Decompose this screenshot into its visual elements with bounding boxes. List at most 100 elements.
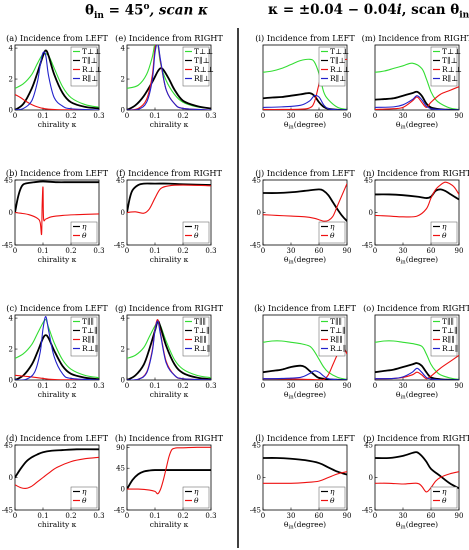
x-axis-label-theta: θ <box>284 390 289 399</box>
y-tick-label: 2 <box>121 346 125 354</box>
x-tick-label: 0.2 <box>177 382 188 390</box>
x-tick-label: 0.1 <box>149 382 160 390</box>
x-axis-label-sub: in <box>288 125 294 131</box>
y-tick-label: 0 <box>257 209 261 217</box>
y-tick-label: 0 <box>369 474 373 482</box>
x-axis-label-sub: in <box>400 260 406 266</box>
y-tick-label: 0 <box>121 209 125 217</box>
panel-title: (c) Incidence from LEFT <box>6 303 108 313</box>
x-tick-label: 0.2 <box>65 247 76 255</box>
x-tick-label: 60 <box>315 247 324 255</box>
x-tick-label: 0 <box>13 247 17 255</box>
x-axis-label: chirality κ <box>38 255 77 264</box>
series-line-R⊥∥ <box>127 320 211 380</box>
legend-label: R⊥∥ <box>330 344 346 353</box>
y-tick-label: 4 <box>121 45 126 53</box>
x-tick-label: 0.3 <box>93 382 104 390</box>
panel-title: (g) Incidence from RIGHT <box>115 303 224 313</box>
x-tick-label: 30 <box>399 112 408 120</box>
header-left-suffix: , scan κ <box>149 2 209 19</box>
series-group <box>15 315 99 380</box>
legend-label: R∥∥ <box>442 335 455 344</box>
series-line-T⊥⊥ <box>263 58 347 110</box>
x-tick-label: 30 <box>399 382 408 390</box>
y-tick-label: 0 <box>121 107 125 115</box>
legend-box <box>430 46 458 87</box>
x-axis-label-unit: (degree) <box>294 390 326 399</box>
x-axis-label-theta: θ <box>284 520 289 529</box>
x-tick-label: 0.1 <box>37 512 48 520</box>
legend-label: θ <box>442 496 447 505</box>
x-axis-label-theta: θ <box>284 255 289 264</box>
y-tick-label: 2 <box>9 346 13 354</box>
plot-frame <box>374 44 460 111</box>
series-line-R∥⊥ <box>15 51 99 110</box>
series-group <box>375 451 459 493</box>
x-tick-label: 90 <box>455 247 464 255</box>
y-tick-label: 0 <box>9 209 13 217</box>
legend-label: R⊥⊥ <box>82 65 102 74</box>
header-right-sub: in <box>459 10 469 21</box>
y-tick-label: 2 <box>121 76 125 84</box>
right-column-header: κ = ±0.04 − 0.04i, scan θin <box>268 2 469 21</box>
series-line-R⊥∥ <box>375 367 459 380</box>
series-line-η <box>375 188 459 201</box>
x-tick-label: 0 <box>125 382 129 390</box>
x-tick-label: 0 <box>373 382 377 390</box>
x-axis-label-unit: (degree) <box>406 520 438 529</box>
series-line-θ <box>263 183 347 222</box>
x-tick-label: 0.2 <box>177 247 188 255</box>
x-tick-label: 0 <box>261 247 265 255</box>
x-tick-label: 30 <box>287 382 296 390</box>
x-tick-label: 0.1 <box>37 382 48 390</box>
series-line-θ <box>15 186 99 236</box>
panel-c: (c) Incidence from LEFT 0 0.1 0.2 0.3 0 2 4 chir… <box>6 303 108 399</box>
legend-box <box>70 486 98 509</box>
legend-label: T∥⊥ <box>194 56 210 65</box>
legend-label: θ <box>82 231 87 240</box>
series-group <box>15 448 99 489</box>
legend-label: R∥⊥ <box>330 74 346 83</box>
legend-box <box>430 221 458 244</box>
x-axis-label-unit: (degree) <box>294 520 326 529</box>
legend-label: θ <box>82 496 87 505</box>
x-axis-label-unit: (degree) <box>294 255 326 264</box>
legend-label: T⊥⊥ <box>82 47 101 56</box>
series-line-θ <box>127 446 211 495</box>
x-tick-label: 0 <box>125 512 129 520</box>
legend-label: θ <box>330 231 335 240</box>
legend-label: T∥⊥ <box>442 56 458 65</box>
x-tick-label: 0.2 <box>177 512 188 520</box>
x-tick-label: 0.2 <box>177 112 188 120</box>
legend-label: R∥∥ <box>330 335 343 344</box>
legend-label: η <box>82 487 87 496</box>
legend-box <box>182 316 210 357</box>
x-tick-label: 0 <box>13 112 17 120</box>
x-tick-label: 90 <box>343 382 352 390</box>
legend-label: η <box>194 487 199 496</box>
x-axis-label: θin(degree) <box>396 520 438 531</box>
legend-box <box>318 486 346 509</box>
legend-box <box>318 221 346 244</box>
series-line-η <box>15 180 99 213</box>
series-line-θ <box>15 456 99 489</box>
series-group <box>375 62 459 110</box>
x-tick-label: 0 <box>373 112 377 120</box>
y-tick-label: -45 <box>114 507 125 515</box>
legend-label: R∥⊥ <box>194 74 210 83</box>
x-axis-label-sub: in <box>288 525 294 531</box>
x-axis-label: chirality κ <box>150 120 189 129</box>
x-tick-label: 0 <box>261 512 265 520</box>
panel-title: (m) Incidence from RIGHT <box>362 33 469 43</box>
legend-label: θ <box>330 496 335 505</box>
x-tick-label: 0.2 <box>65 512 76 520</box>
series-group <box>375 181 459 218</box>
legend-label: T∥⊥ <box>82 56 98 65</box>
series-line-θ <box>127 184 211 214</box>
x-axis-label: θin(degree) <box>396 390 438 401</box>
y-tick-label: 45 <box>252 442 261 450</box>
